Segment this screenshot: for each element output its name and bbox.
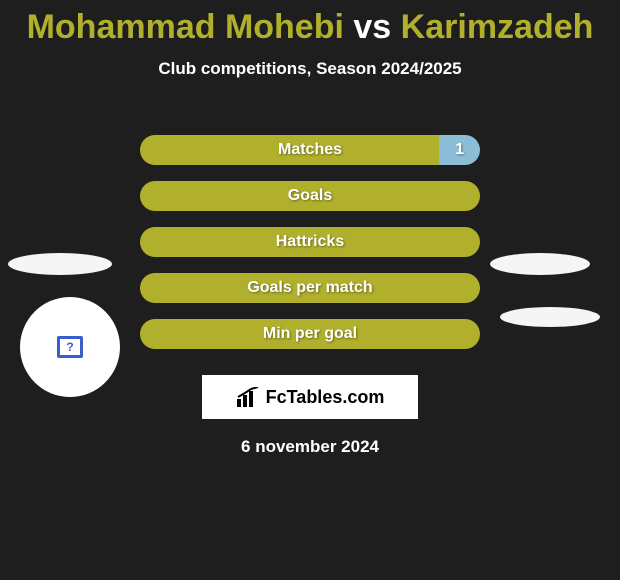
stat-row: Hattricks [0,219,620,265]
stat-label: Goals [140,187,480,205]
stat-row: Min per goal [0,311,620,357]
brand-chart-icon [236,387,260,407]
brand-box: FcTables.com [202,375,418,419]
stat-bar: Min per goal [140,319,480,349]
date-text: 6 november 2024 [0,437,620,457]
stat-row: Goals per match [0,265,620,311]
stat-bar: Hattricks [140,227,480,257]
stat-bar: Goals per match [140,273,480,303]
subtitle: Club competitions, Season 2024/2025 [0,59,620,79]
stat-label: Hattricks [140,233,480,251]
vs-text: vs [353,8,391,46]
player1-name: Mohammad Mohebi [27,8,344,46]
stats-container: Matches1 Goals Hattricks Goals per match Min… [0,127,620,457]
stat-label: Goals per match [140,279,480,297]
stat-value: 1 [455,141,464,159]
stat-bar: Matches1 [140,135,480,165]
page-title: Mohammad Mohebi vs Karimzadeh [0,0,620,51]
stat-row: Matches1 [0,127,620,173]
stat-label: Matches [140,141,480,159]
brand-text: FcTables.com [266,387,385,408]
player2-name: Karimzadeh [401,8,594,46]
stat-bar: Goals [140,181,480,211]
stat-label: Min per goal [140,325,480,343]
stat-row: Goals [0,173,620,219]
